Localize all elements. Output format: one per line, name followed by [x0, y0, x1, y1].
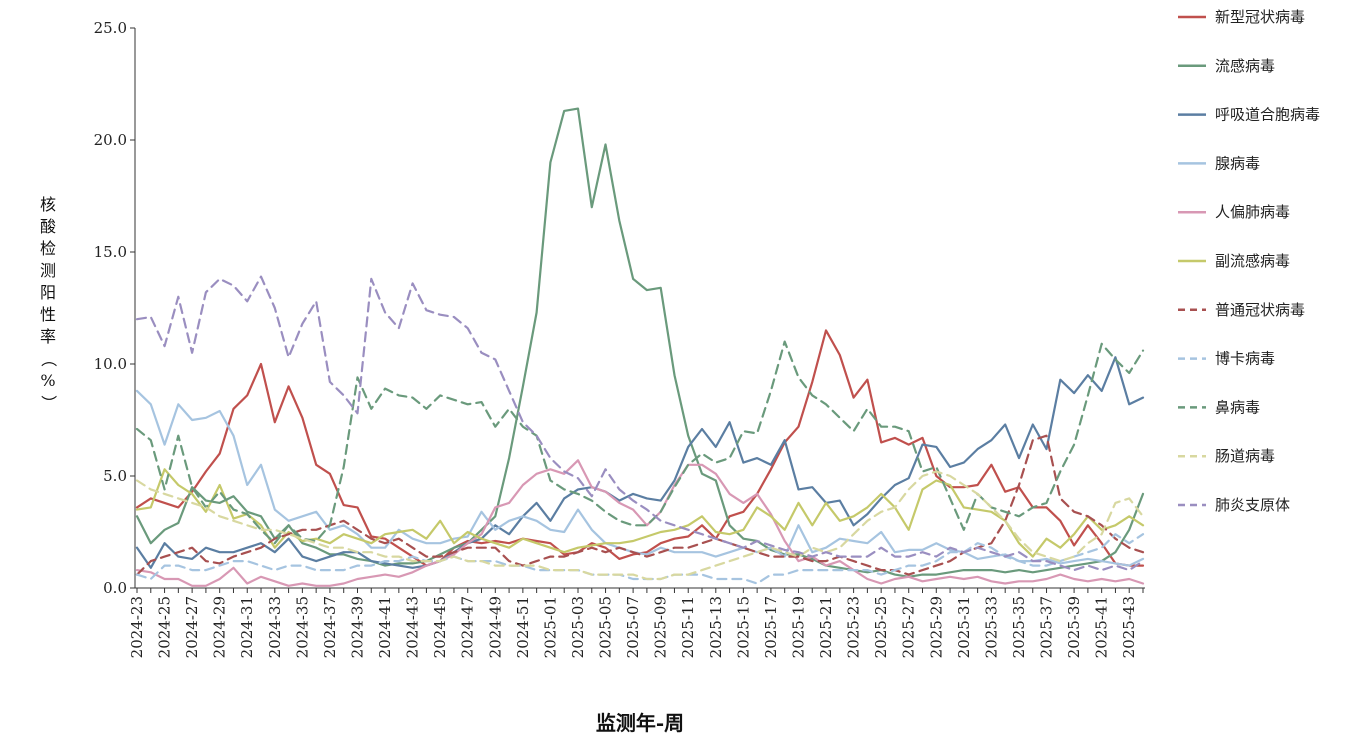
legend-label: 新型冠状病毒 [1215, 8, 1305, 26]
series-line-1 [135, 329, 1145, 567]
y-axis-title-char: 检 [40, 239, 56, 258]
series-line-5 [135, 459, 1145, 587]
x-tick-label: 2024-27 [183, 596, 201, 658]
y-tick-labels: 0.0 5.0 10.0 15.0 20.0 25.0 [94, 19, 135, 597]
legend-label: 博卡病毒 [1215, 350, 1275, 368]
y-axis-title-char: % [40, 371, 55, 390]
series-lines [135, 107, 1145, 587]
legend-label: 普通冠状病毒 [1215, 301, 1305, 319]
series-line-3 [135, 356, 1145, 569]
series-line-7 [135, 434, 1145, 576]
x-tick-label: 2024-37 [321, 596, 339, 658]
x-tick-label: 2025-03 [569, 596, 587, 658]
series-line-2 [135, 107, 1145, 578]
x-tick-label: 2025-19 [789, 596, 807, 658]
y-axis-title-char: 核 [40, 195, 56, 214]
x-tick-label: 2024-29 [211, 596, 229, 658]
x-tick-label: 2024-23 [128, 596, 146, 658]
x-tick-label: 2025-25 [872, 596, 890, 658]
series-line-10 [135, 470, 1145, 581]
axes [134, 28, 1145, 589]
x-tick-label: 2024-47 [459, 596, 477, 658]
x-tick-label: 2024-51 [514, 596, 532, 658]
legend-label: 呼吸道合胞病毒 [1215, 106, 1320, 124]
y-tick-label: 5.0 [103, 467, 127, 485]
x-tick-label: 2025-09 [652, 596, 670, 658]
y-tick-label: 0.0 [103, 579, 127, 597]
y-axis-title-char: 性 [40, 305, 56, 324]
x-tick-label: 2025-39 [1065, 596, 1083, 658]
x-tick-label: 2025-17 [762, 596, 780, 658]
legend-label: 肠道病毒 [1215, 447, 1275, 465]
x-tick-label: 2025-31 [955, 596, 973, 658]
x-tick-label: 2025-05 [597, 596, 615, 658]
y-axis-title-char: （ [39, 351, 58, 367]
legend-label: 腺病毒 [1215, 154, 1260, 172]
x-tick-label: 2024-35 [293, 596, 311, 658]
y-axis-title-char: 测 [40, 261, 56, 280]
x-tick-label: 2025-11 [679, 596, 697, 658]
x-tick-label: 2025-29 [927, 596, 945, 658]
x-tick-label: 2025-27 [900, 596, 918, 658]
x-tick-label: 2024-45 [431, 596, 449, 658]
legend-label: 人偏肺病毒 [1215, 203, 1290, 221]
legend-label: 流感病毒 [1215, 57, 1275, 75]
x-tick-label: 2025-07 [624, 596, 642, 658]
x-tick-label: 2024-33 [266, 596, 284, 658]
y-axis-title-char: ） [39, 395, 58, 411]
x-tick-label: 2025-43 [1120, 596, 1138, 658]
y-tick-label: 15.0 [94, 243, 127, 261]
y-tick-label: 20.0 [94, 131, 127, 149]
x-tick-label: 2025-21 [817, 596, 835, 658]
x-tick-label: 2024-43 [404, 596, 422, 658]
y-tick-label: 10.0 [94, 355, 127, 373]
x-tick-label: 2025-15 [734, 596, 752, 658]
legend-label: 肺炎支原体 [1215, 496, 1290, 514]
x-tick-label: 2025-33 [982, 596, 1000, 658]
x-tick-label: 2025-35 [1010, 596, 1028, 658]
x-tick-label: 2025-01 [541, 596, 559, 658]
x-tick-label: 2024-25 [156, 596, 174, 658]
x-tick-label: 2024-41 [376, 596, 394, 658]
series-line-8 [135, 533, 1145, 585]
y-axis-title-char: 阳 [40, 283, 56, 302]
x-tick-label: 2024-49 [486, 596, 504, 658]
y-tick-label: 25.0 [94, 19, 127, 37]
legend-label: 副流感病毒 [1215, 252, 1290, 270]
legend: 新型冠状病毒流感病毒呼吸道合胞病毒腺病毒人偏肺病毒副流感病毒普通冠状病毒博卡病毒… [1178, 8, 1320, 514]
x-tick-labels: 2024-23 2024-25 2024-27 2024-29 2024-31 2024-… [128, 588, 1144, 658]
x-tick-label: 2025-13 [707, 596, 725, 658]
y-axis-title-char: 酸 [40, 217, 56, 236]
legend-label: 鼻病毒 [1215, 398, 1260, 416]
x-tick-label: 2025-41 [1093, 596, 1111, 658]
x-tick-label: 2024-39 [348, 596, 366, 658]
x-tick-label: 2024-31 [238, 596, 256, 658]
x-tick-label: 2025-23 [845, 596, 863, 658]
x-axis-title: 监测年-周 [596, 711, 684, 735]
series-line-6 [135, 468, 1145, 558]
y-axis-title-char: 率 [40, 327, 56, 346]
series-line-11 [135, 275, 1145, 572]
x-tick-label: 2025-37 [1038, 596, 1056, 658]
